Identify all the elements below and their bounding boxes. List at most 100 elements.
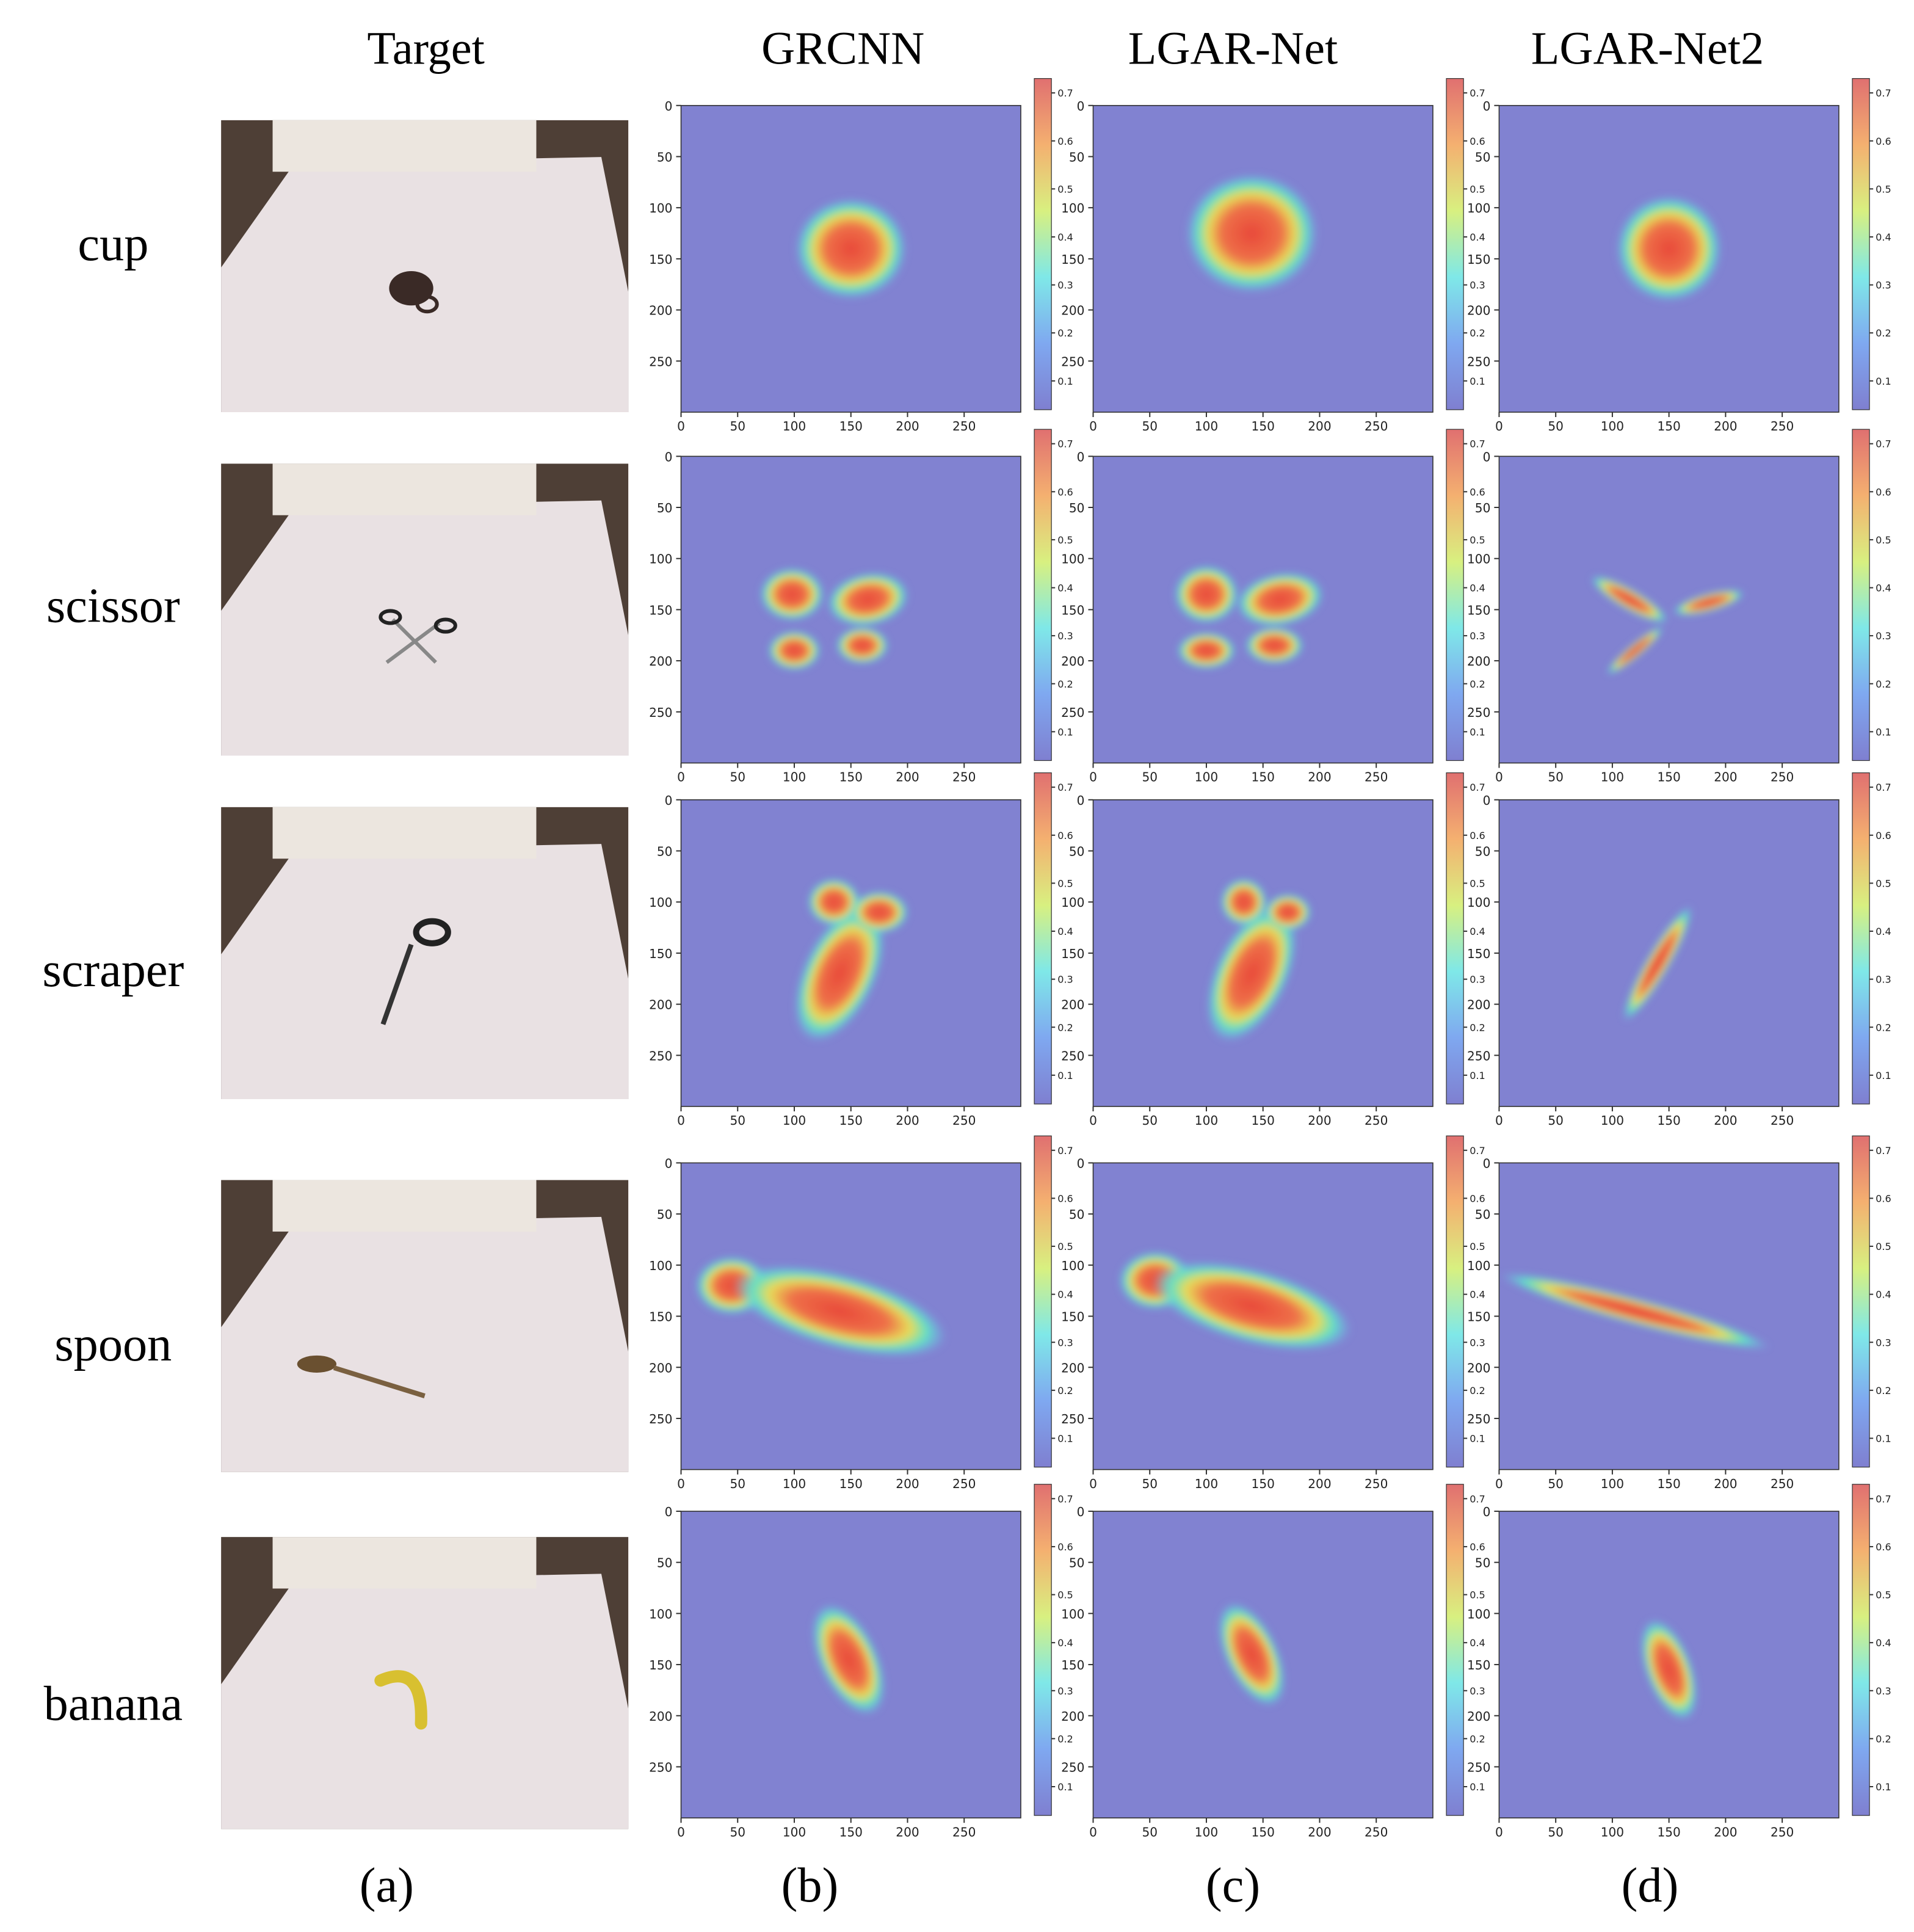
x-tick-label: 100: [1195, 1476, 1218, 1491]
y-tick-label: 250: [1061, 1048, 1084, 1063]
target-photo: [221, 463, 629, 756]
y-tick-label: 50: [657, 1207, 673, 1222]
colorbar-tick-label: 0.1: [1876, 1433, 1891, 1444]
colorbar-tick-label: 0.2: [1470, 1385, 1485, 1396]
colorbar-tick-label: 0.1: [1470, 376, 1485, 387]
y-tick-label: 50: [1069, 844, 1085, 859]
colorbar-tick-label: 0.5: [1470, 1241, 1485, 1252]
x-tick-label: 150: [1657, 419, 1680, 434]
y-tick-label: 150: [1061, 1310, 1084, 1324]
colorbar-tick-label: 0.5: [1057, 877, 1073, 889]
y-tick-label: 150: [649, 1310, 672, 1324]
x-tick-label: 250: [1771, 419, 1794, 434]
colorbar: [1446, 1135, 1464, 1468]
heat-blobs: [1499, 1273, 1771, 1350]
x-tick-label: 200: [896, 1476, 919, 1491]
heatmap-panel: 0050501001001501502002002502500.10.20.30…: [1061, 772, 1485, 1128]
colorbar-tick-label: 0.7: [1470, 1145, 1485, 1157]
y-tick-label: 100: [1061, 201, 1084, 216]
heatmap-panel: 0050501001001501502002002502500.10.20.30…: [1061, 1484, 1485, 1839]
x-tick-label: 200: [1714, 770, 1737, 785]
colorbar-tick-label: 0.7: [1057, 87, 1073, 99]
y-tick-label: 200: [1061, 303, 1084, 318]
y-tick-label: 200: [1061, 1709, 1084, 1724]
colorbar-tick-label: 0.2: [1057, 1385, 1073, 1396]
heatmap-panel: 0050501001001501502002002502500.10.20.30…: [649, 1484, 1073, 1839]
x-tick-label: 200: [1308, 1825, 1331, 1839]
colorbar-tick-label: 0.6: [1470, 830, 1485, 841]
heat-blobs: [1173, 565, 1324, 669]
colorbar-tick-label: 0.6: [1876, 486, 1891, 498]
heat-blobs: [695, 1256, 947, 1357]
column-header: GRCNN: [761, 22, 924, 74]
x-tick-label: 0: [677, 770, 685, 785]
x-tick-label: 0: [677, 419, 685, 434]
table: [221, 500, 629, 756]
y-tick-label: 200: [1061, 998, 1084, 1012]
y-tick-label: 200: [649, 654, 672, 669]
x-tick-label: 250: [952, 419, 976, 434]
x-tick-label: 200: [1714, 1476, 1737, 1491]
x-tick-label: 50: [730, 1825, 745, 1839]
heat-blob: [807, 878, 861, 926]
colorbar-tick-label: 0.5: [1876, 1589, 1891, 1601]
heatmap-panel: 0050501001001501502002002502500.10.20.30…: [1061, 1135, 1485, 1491]
x-tick-label: 250: [1771, 1113, 1794, 1128]
column-header: LGAR-Net2: [1531, 22, 1764, 74]
x-tick-label: 50: [1548, 770, 1564, 785]
x-tick-label: 100: [1195, 1825, 1218, 1839]
heatmap-panel: 0050501001001501502002002502500.10.20.30…: [1061, 78, 1485, 434]
y-tick-label: 50: [1475, 1207, 1491, 1222]
colorbar-tick-label: 0.6: [1470, 136, 1485, 147]
heat-blobs: [1623, 905, 1693, 1022]
target-photo: [221, 1180, 629, 1472]
panel-label: (b): [781, 1858, 839, 1912]
heat-blob: [1590, 575, 1668, 623]
heat-blob: [1615, 195, 1722, 302]
x-tick-label: 50: [730, 419, 745, 434]
y-tick-label: 150: [649, 1658, 672, 1672]
y-tick-label: 0: [665, 1156, 673, 1171]
y-tick-label: 50: [657, 150, 673, 165]
colorbar: [1034, 1484, 1052, 1816]
colorbar-tick-label: 0.7: [1470, 438, 1485, 450]
heat-blob: [1245, 626, 1304, 664]
colorbar-tick-label: 0.4: [1470, 926, 1485, 937]
y-tick-label: 250: [1467, 1760, 1490, 1775]
colorbar-tick-label: 0.2: [1470, 327, 1485, 339]
heatmap-bg: [1499, 456, 1839, 763]
y-tick-label: 150: [1467, 1310, 1490, 1324]
heatmap-panel: 0050501001001501502002002502500.10.20.30…: [649, 429, 1073, 785]
heat-blob: [1623, 905, 1693, 1022]
y-tick-label: 150: [1061, 603, 1084, 617]
heat-blob: [849, 891, 909, 934]
heat-blob: [1264, 893, 1312, 931]
colorbar: [1034, 1135, 1052, 1468]
colorbar: [1446, 1484, 1464, 1816]
heat-blobs: [1206, 878, 1312, 1042]
heatmap-panel: 0050501001001501502002002502500.10.20.30…: [649, 772, 1073, 1128]
y-tick-label: 100: [1467, 1607, 1490, 1621]
y-tick-label: 200: [1061, 654, 1084, 669]
row-label: scissor: [46, 579, 180, 633]
y-tick-label: 50: [1069, 1556, 1085, 1571]
colorbar-tick-label: 0.3: [1470, 630, 1485, 642]
x-tick-label: 150: [1252, 419, 1275, 434]
y-tick-label: 0: [665, 449, 673, 464]
heat-blob: [835, 626, 889, 664]
x-tick-label: 150: [1657, 1113, 1680, 1128]
colorbar-tick-label: 0.6: [1057, 1193, 1073, 1204]
colorbar: [1034, 78, 1052, 410]
x-tick-label: 250: [952, 1825, 976, 1839]
x-tick-label: 200: [1714, 1113, 1737, 1128]
colorbar-tick-label: 0.3: [1057, 974, 1073, 986]
colorbar-tick-label: 0.4: [1470, 1289, 1485, 1301]
x-tick-label: 250: [952, 1476, 976, 1491]
heatmap-panel: 0050501001001501502002002502500.10.20.30…: [1467, 1135, 1891, 1491]
colorbar: [1852, 772, 1870, 1105]
y-tick-label: 100: [649, 201, 672, 216]
x-tick-label: 100: [1195, 419, 1218, 434]
x-tick-label: 50: [1548, 1825, 1564, 1839]
x-tick-label: 100: [1601, 1113, 1624, 1128]
y-tick-label: 200: [1061, 1360, 1084, 1375]
